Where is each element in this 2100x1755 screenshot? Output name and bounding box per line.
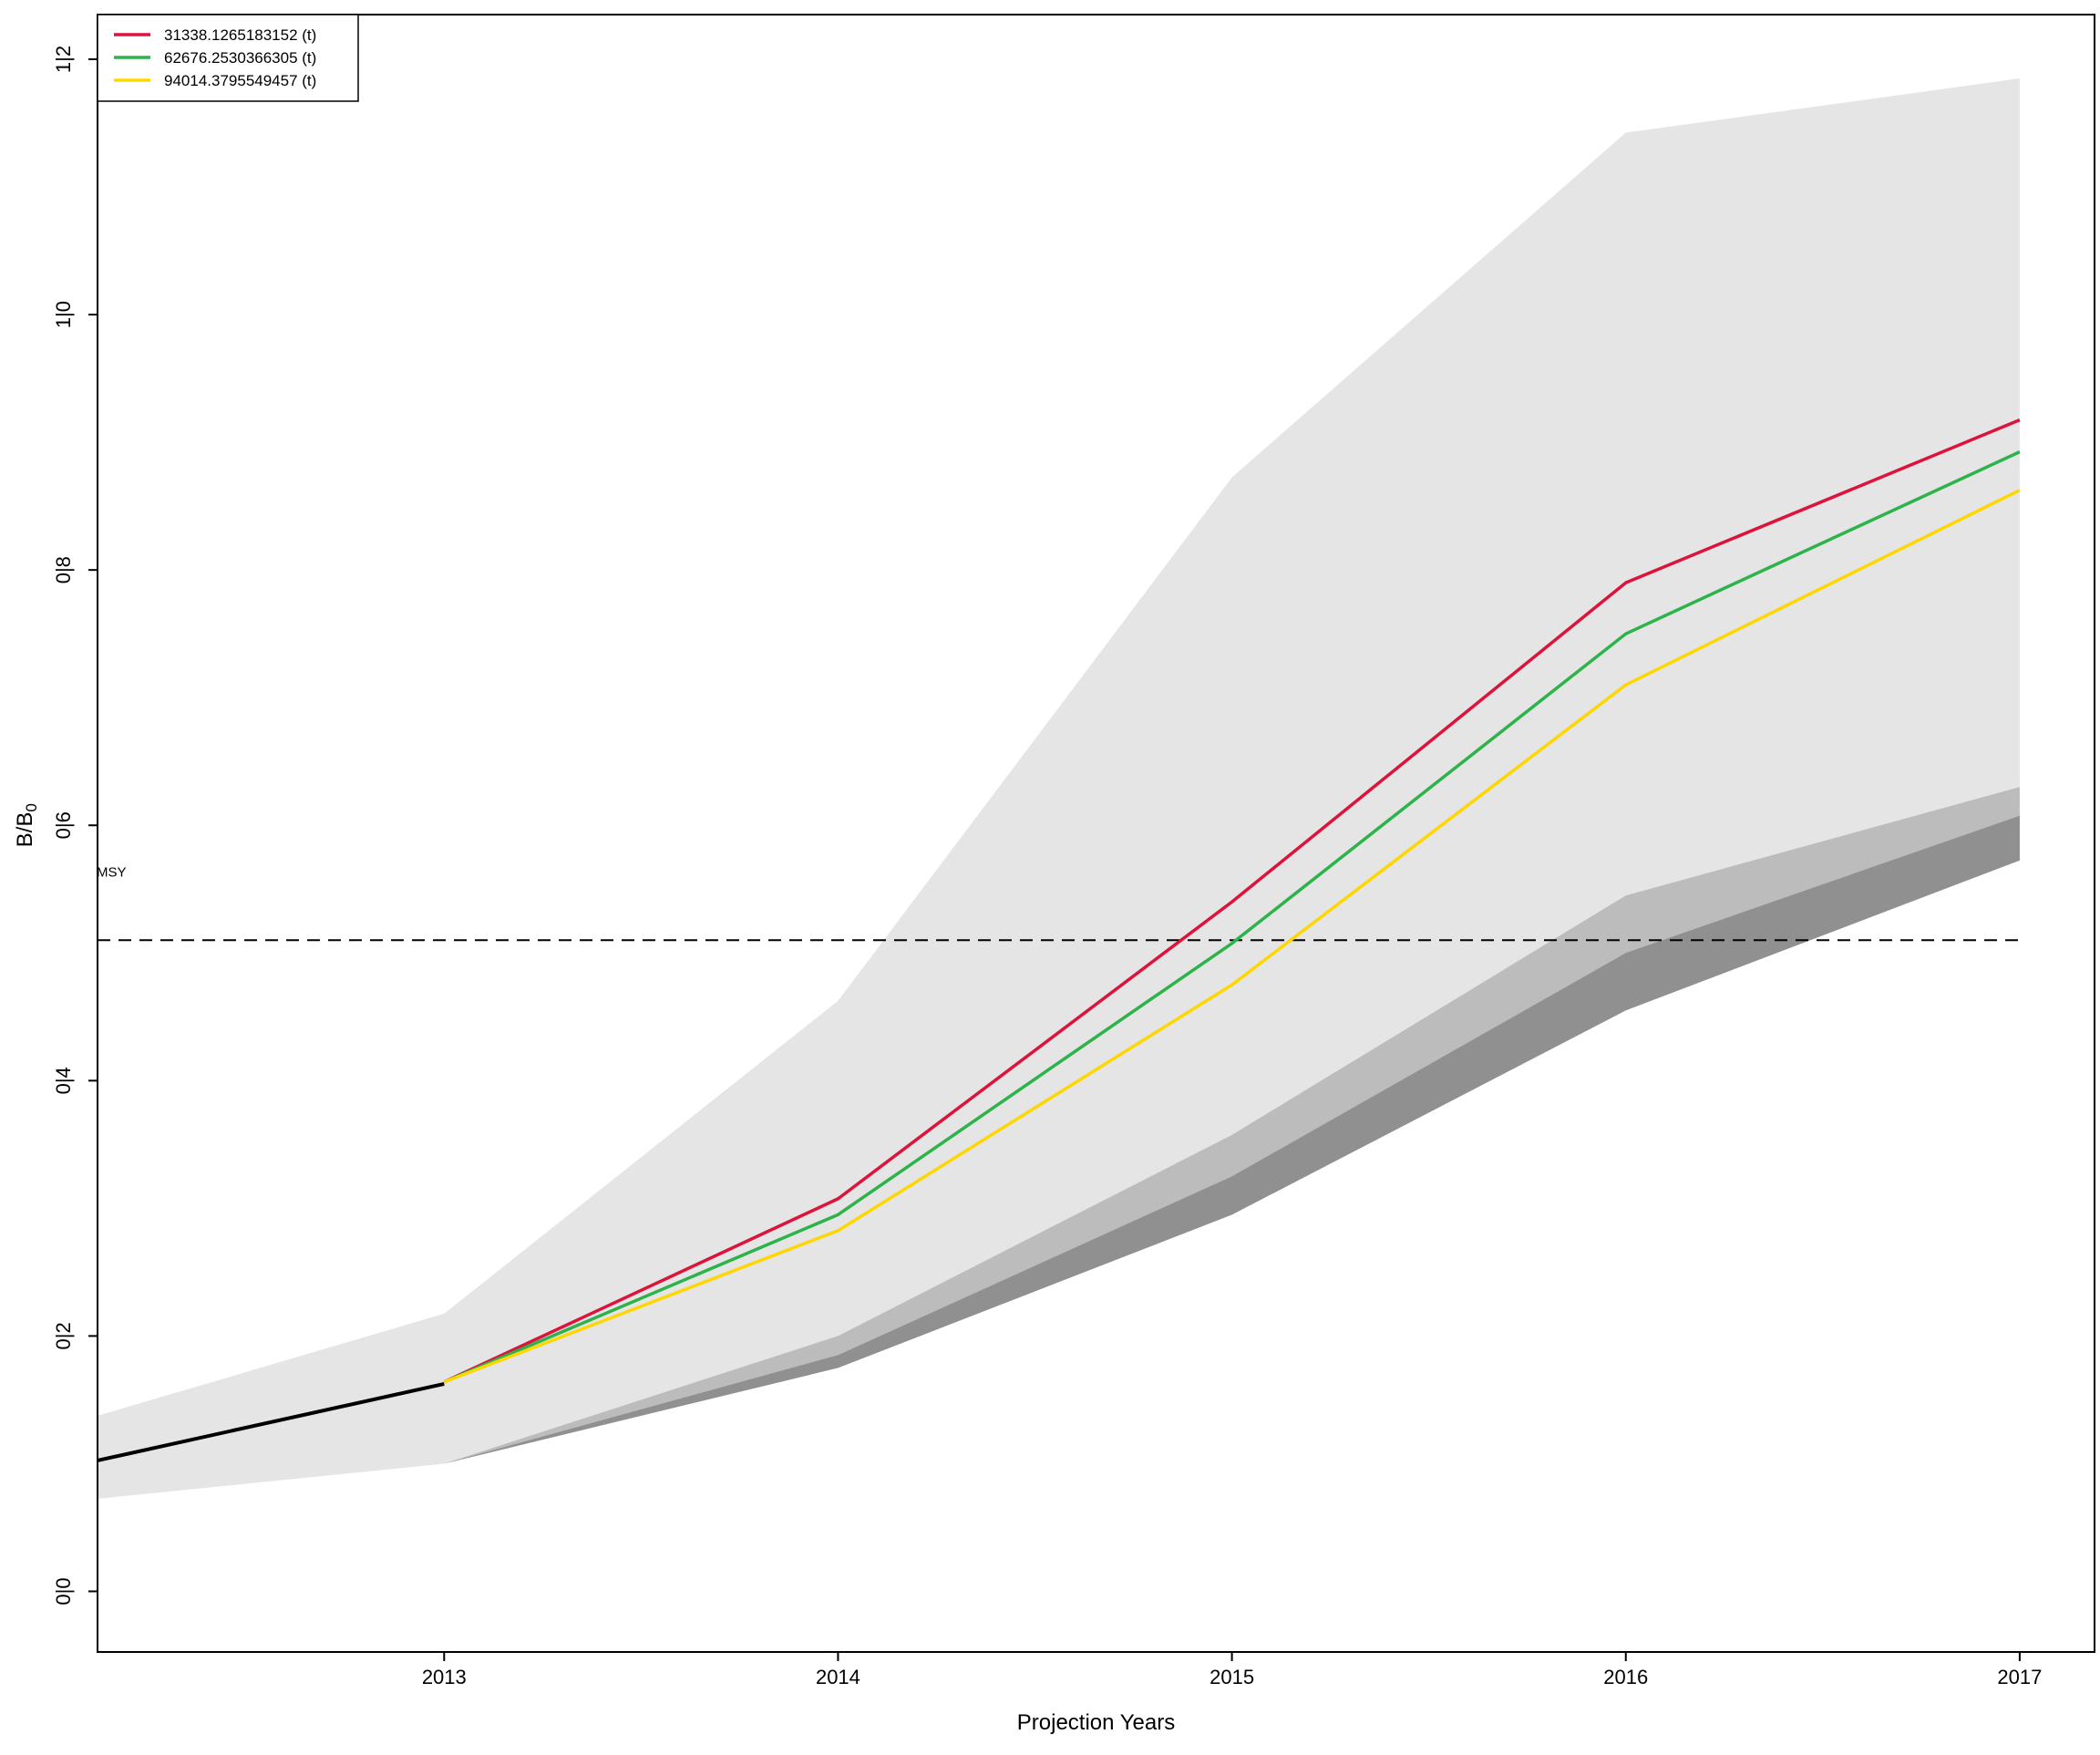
series-line-1 (443, 418, 2021, 1384)
y-tick-label: 0|4 (52, 1067, 75, 1094)
legend-label-3: 94014.3795549457 (t) (164, 72, 316, 89)
x-axis: 2013 2014 2015 2016 2017 (422, 1652, 2042, 1688)
y-tick-label: 0|6 (52, 811, 75, 839)
plot-frame (97, 14, 2095, 1653)
uncertainty-band-1 (98, 78, 2020, 1499)
bands-layer (98, 78, 2020, 1499)
y-axis: 0|0 0|2 0|4 0|6 0|8 1|0 1|2 (52, 46, 98, 1605)
msy-label: MSY (97, 864, 127, 880)
y-tick-label: 1|2 (52, 46, 75, 73)
y-tick-label: 0|0 (52, 1577, 75, 1605)
legend-box (97, 14, 359, 102)
y-axis-title-subscript: 0 (23, 803, 40, 811)
x-tick-label: 2013 (422, 1666, 467, 1688)
x-tick-label: 2015 (1210, 1666, 1254, 1688)
series-line-2 (443, 450, 2021, 1384)
y-axis-title: B/B0 (13, 803, 40, 847)
x-tick-label: 2014 (816, 1666, 860, 1688)
series-line-3 (443, 489, 2021, 1384)
x-tick-label: 2017 (1997, 1666, 2042, 1688)
y-tick-label: 0|2 (52, 1322, 75, 1349)
lines-layer (97, 418, 2021, 1462)
x-axis-title: Projection Years (1017, 1710, 1175, 1735)
historical-line (97, 1381, 445, 1462)
y-tick-label: 1|0 (52, 301, 75, 328)
legend-label-1: 31338.1265183152 (t) (164, 26, 316, 44)
uncertainty-band-3 (444, 815, 2020, 1464)
legend: 31338.1265183152 (t) 62676.2530366305 (t)… (97, 14, 359, 102)
y-axis-title-main: B/B (13, 812, 37, 848)
x-tick-label: 2016 (1603, 1666, 1648, 1688)
y-tick-label: 0|8 (52, 556, 75, 583)
legend-label-2: 62676.2530366305 (t) (164, 49, 316, 67)
